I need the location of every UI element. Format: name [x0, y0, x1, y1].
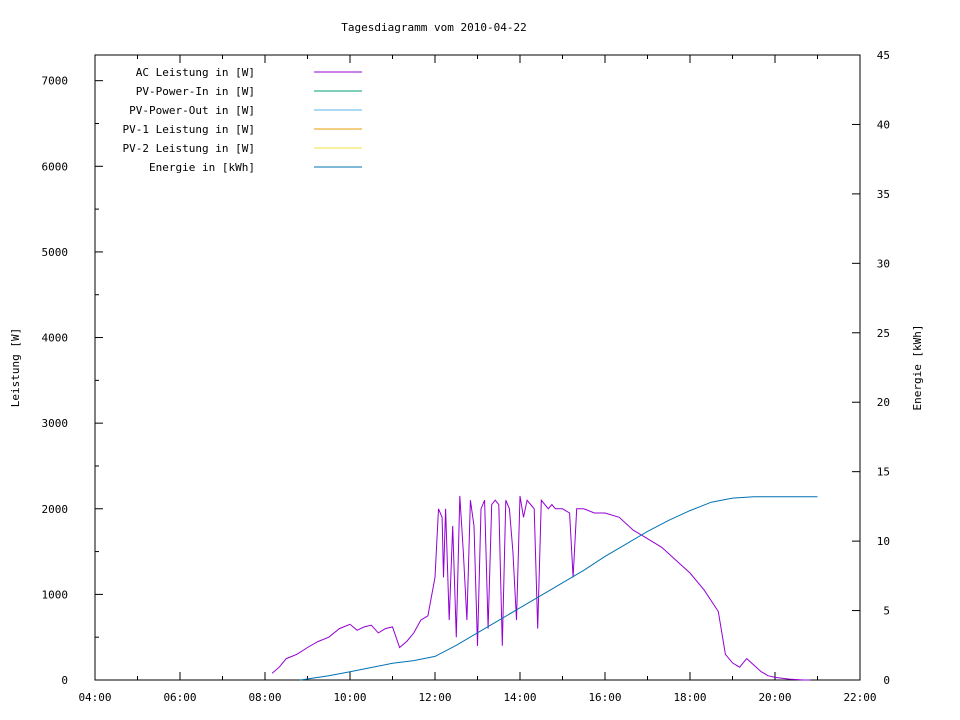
y-tick-label: 3000: [42, 417, 69, 430]
y2-tick-label: 30: [877, 257, 890, 270]
legend-label: PV-2 Leistung in [W]: [123, 142, 255, 155]
y-tick-label: 6000: [42, 160, 69, 173]
y2-tick-label: 35: [877, 188, 890, 201]
y2-tick-label: 25: [877, 327, 890, 340]
y-tick-label: 2000: [42, 503, 69, 516]
legend: AC Leistung in [W] PV-Power-In in [W] PV-P…: [123, 66, 362, 174]
x-tick-label: 10:00: [333, 691, 366, 704]
y-tick-label: 4000: [42, 332, 69, 345]
y2-tick-label: 0: [883, 674, 890, 687]
y-tick-label: 1000: [42, 588, 69, 601]
y-tick-label: 0: [61, 674, 68, 687]
series-line-5: [300, 496, 818, 681]
legend-label: PV-Power-Out in [W]: [129, 104, 255, 117]
legend-label: Energie in [kWh]: [149, 161, 255, 174]
legend-label: PV-Power-In in [W]: [136, 85, 255, 98]
x-tick-label: 14:00: [503, 691, 536, 704]
y2-tick-label: 40: [877, 118, 890, 131]
x-tick-label: 18:00: [673, 691, 706, 704]
y2-tick-label: 15: [877, 466, 890, 479]
x-tick-label: 08:00: [248, 691, 281, 704]
y2-tick-label: 20: [877, 396, 890, 409]
x-tick-label: 06:00: [163, 691, 196, 704]
legend-label: AC Leistung in [W]: [136, 66, 255, 79]
x-tick-label: 20:00: [758, 691, 791, 704]
x-tick-label: 12:00: [418, 691, 451, 704]
x-tick-label: 16:00: [588, 691, 621, 704]
legend-label: PV-1 Leistung in [W]: [123, 123, 255, 136]
series-layer: [271, 495, 818, 681]
chart-title: Tagesdiagramm vom 2010-04-22: [341, 21, 526, 34]
ticks-layer: 04:00 06:00 08:00 10:00 12:00 14:00 16:00 18:00…: [42, 49, 891, 704]
y2-tick-label: 5: [883, 605, 890, 618]
x-tick-label: 22:00: [843, 691, 876, 704]
y-tick-label: 7000: [42, 75, 69, 88]
y-axis-label: Leistung [W]: [9, 328, 22, 407]
series-line-0: [271, 495, 811, 681]
x-tick-label: 04:00: [78, 691, 111, 704]
y2-tick-label: 45: [877, 49, 890, 62]
y2-axis-label: Energie [kWh]: [911, 324, 924, 410]
y2-tick-label: 10: [877, 535, 890, 548]
y-tick-label: 5000: [42, 246, 69, 259]
